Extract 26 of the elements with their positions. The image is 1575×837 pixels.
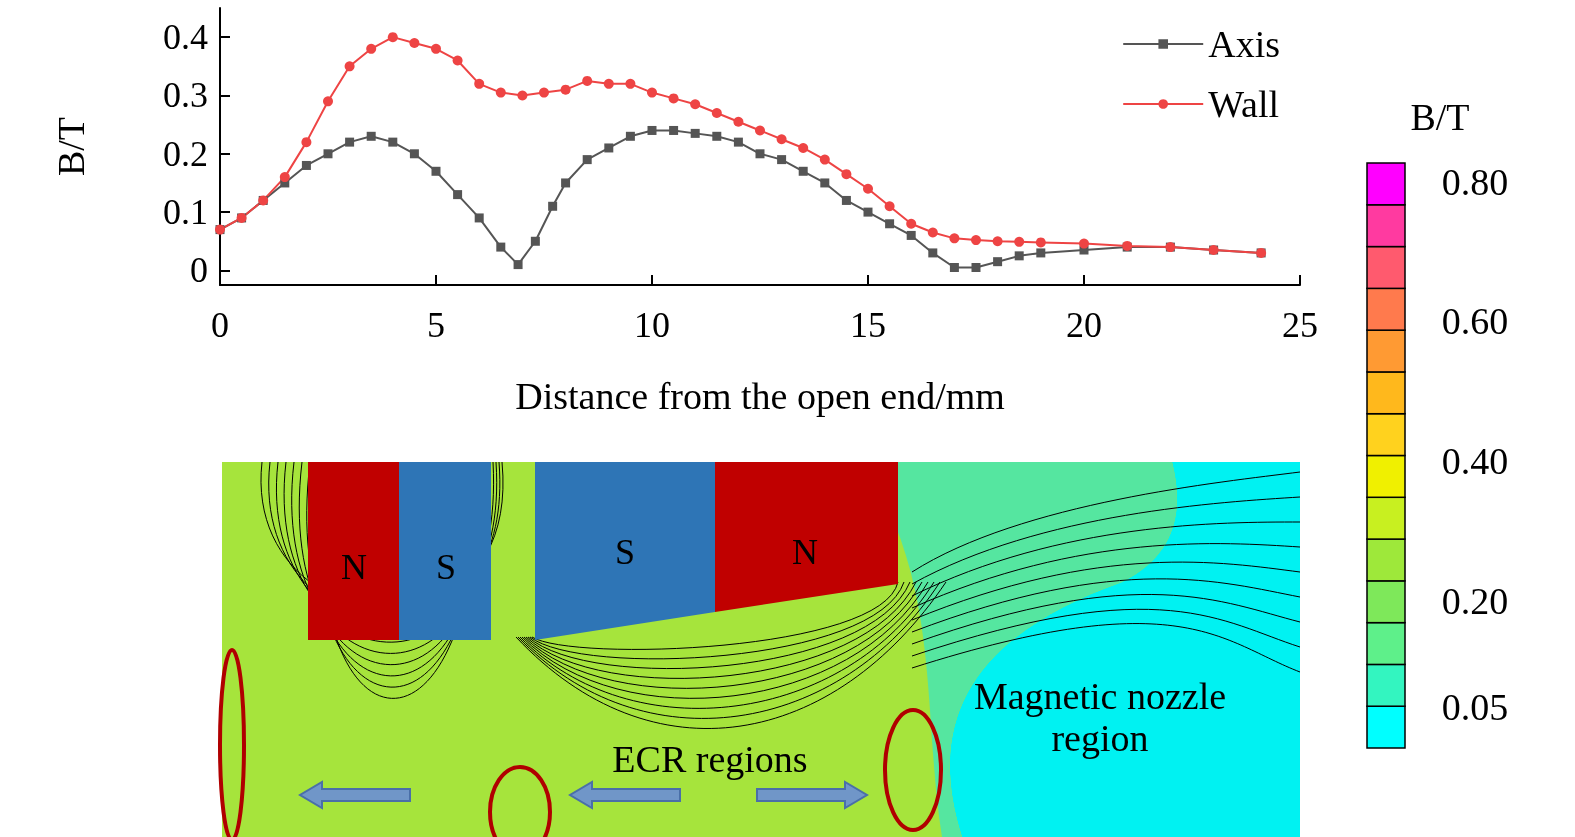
text: Magnetic nozzle region	[972, 675, 1228, 759]
x-tick-label: 10	[634, 305, 670, 345]
text: 0.60	[1441, 300, 1509, 342]
x-axis-title: Distance from the open end/mm	[515, 375, 1005, 417]
text: 0.05	[1441, 686, 1509, 728]
x-tick-label: 20	[1066, 305, 1102, 345]
legend-label: Axis	[1208, 23, 1281, 65]
legend-label: Wall	[1208, 83, 1280, 125]
text: S	[435, 546, 457, 588]
x-tick-label: 5	[427, 305, 445, 345]
y-tick-label: 0.3	[163, 75, 208, 116]
text: ECR regions	[612, 738, 808, 780]
y-tick-label: 0.2	[163, 133, 208, 174]
text: 0.80	[1441, 161, 1509, 203]
text: N	[341, 546, 367, 588]
y-axis-title: B/T	[50, 116, 92, 177]
text: N	[792, 531, 818, 573]
text: S	[614, 531, 636, 573]
text: 0.40	[1441, 440, 1509, 482]
y-tick-label: 0	[190, 250, 208, 291]
x-tick-label: 25	[1282, 305, 1318, 345]
text: 0.20	[1441, 580, 1509, 622]
y-tick-label: 0.4	[163, 17, 208, 58]
y-tick-label: 0.1	[163, 192, 208, 233]
text: B/T	[1410, 96, 1470, 138]
x-tick-label: 15	[850, 305, 886, 345]
